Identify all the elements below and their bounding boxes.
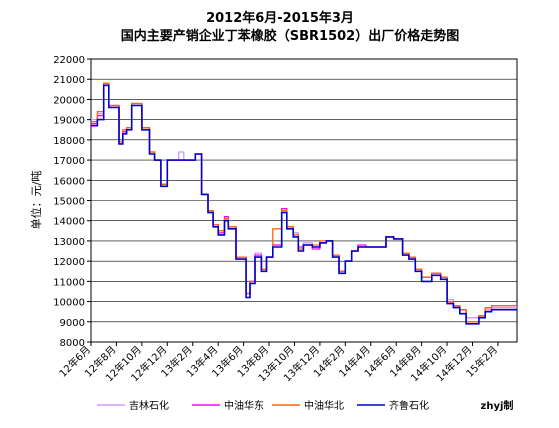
legend-label-3: 齐鲁石化 [389, 399, 429, 412]
series-line-2 [91, 82, 517, 323]
y-tick-label: 11000 [53, 277, 85, 288]
y-tick-label: 16000 [53, 176, 85, 187]
series-lines [91, 82, 517, 325]
y-tick-label: 20000 [53, 95, 85, 106]
y-tick-label: 13000 [53, 237, 85, 248]
y-axis-title: 单位：元/吨 [29, 171, 43, 230]
legend-label-2: 中油华北 [304, 399, 344, 412]
series-line-3 [91, 84, 517, 325]
y-axis-ticks: 8000 9000 10000 11000 12000 13000 14000 15000 16… [53, 55, 91, 349]
y-tick-label: 22000 [53, 55, 85, 66]
y-tick-label: 19000 [53, 116, 85, 127]
y-tick-label: 8000 [60, 338, 85, 349]
x-axis-ticks: 12年6月12年8月12年10月12年12月13年2月13年4月13年6月13年… [56, 342, 500, 384]
y-tick-label: 15000 [53, 197, 85, 208]
y-tick-label: 10000 [53, 298, 85, 309]
y-tick-label: 12000 [53, 257, 85, 268]
legend-label-1: 中油华东 [224, 399, 264, 412]
legend: 吉林石化 中油华东 中油华北 齐鲁石化 [97, 399, 429, 412]
y-tick-label: 14000 [53, 217, 85, 228]
chart-title: 2012年6月-2015年3月 [206, 10, 354, 26]
y-tick-label: 21000 [53, 75, 85, 86]
y-tick-label: 17000 [53, 156, 85, 167]
y-tick-label: 9000 [60, 318, 85, 329]
y-tick-label: 18000 [53, 136, 85, 147]
grid-lines [91, 78, 517, 323]
legend-label-0: 吉林石化 [129, 399, 169, 412]
source-note: zhyj制 [481, 399, 514, 412]
chart-subtitle: 国内主要产销企业丁苯橡胶（SBR1502）出厂价格走势图 [121, 28, 459, 44]
y-axis-title-group: 单位：元/吨 [29, 171, 43, 230]
